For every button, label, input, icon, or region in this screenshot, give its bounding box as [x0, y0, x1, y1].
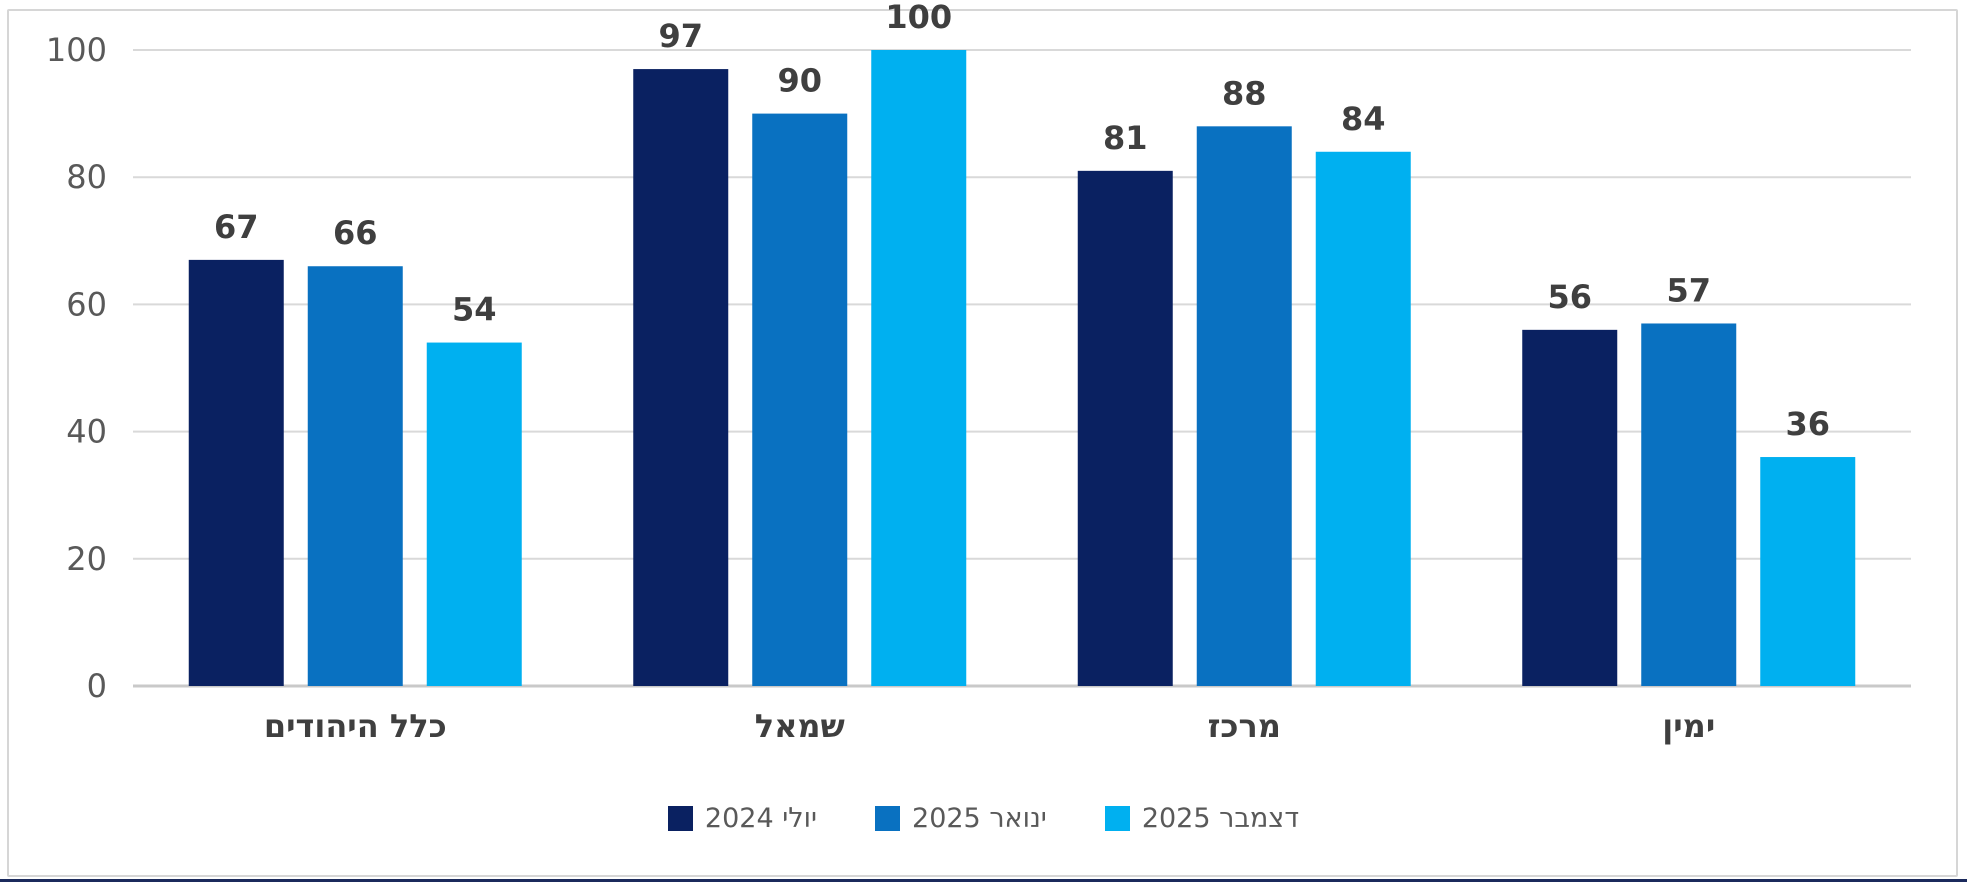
category-label: מרכז — [1208, 707, 1281, 745]
bar — [752, 113, 848, 687]
chart-legend: יולי 2024 ינואר 2025 דצמבר 2025 — [0, 796, 1967, 840]
bar — [1641, 323, 1737, 686]
bottom-divider — [0, 879, 1967, 882]
bar-value-label: 100 — [885, 0, 952, 36]
bar — [426, 342, 522, 686]
bar-value-label: 57 — [1666, 271, 1711, 309]
bar — [1760, 457, 1856, 686]
bar — [1522, 329, 1618, 686]
legend-swatch-icon — [875, 805, 901, 831]
category-label: שמאל — [755, 707, 845, 745]
bar — [307, 266, 403, 686]
bar-value-label: 67 — [214, 208, 259, 246]
bar-value-label: 56 — [1547, 278, 1592, 316]
y-axis-tick-label: 80 — [66, 158, 107, 196]
bar — [633, 69, 729, 686]
legend-item-july-2024: יולי 2024 — [667, 802, 818, 834]
y-axis-tick-label: 100 — [46, 31, 107, 69]
bar-value-label: 90 — [777, 62, 822, 100]
bar — [188, 259, 284, 686]
legend-label: ינואר 2025 — [912, 802, 1047, 834]
bar-value-label: 97 — [658, 17, 703, 55]
legend-swatch-icon — [1104, 805, 1130, 831]
legend-item-january-2025: ינואר 2025 — [875, 803, 1047, 834]
bar-value-label: 88 — [1222, 74, 1267, 112]
category-label: כלל היהודים — [264, 707, 447, 745]
legend-label: יולי 2024 — [704, 802, 818, 834]
legend-item-december-2025: דצמבר 2025 — [1104, 802, 1300, 834]
bar-value-label: 66 — [333, 214, 378, 252]
legend-swatch-icon — [667, 805, 693, 831]
bar-value-label: 81 — [1103, 119, 1148, 157]
bar-value-label: 36 — [1785, 405, 1830, 443]
bar-value-label: 54 — [452, 291, 497, 329]
bar-value-label: 84 — [1341, 100, 1386, 138]
bar — [871, 50, 967, 686]
bar — [1077, 170, 1173, 687]
bar — [1196, 126, 1292, 686]
legend-label: דצמבר 2025 — [1141, 802, 1300, 834]
y-axis-tick-label: 40 — [66, 413, 107, 451]
y-axis-tick-label: 60 — [66, 285, 107, 323]
y-axis-tick-label: 0 — [87, 667, 107, 705]
y-axis-tick-label: 20 — [66, 540, 107, 578]
category-label: ימין — [1662, 707, 1715, 745]
bar — [1315, 151, 1411, 686]
